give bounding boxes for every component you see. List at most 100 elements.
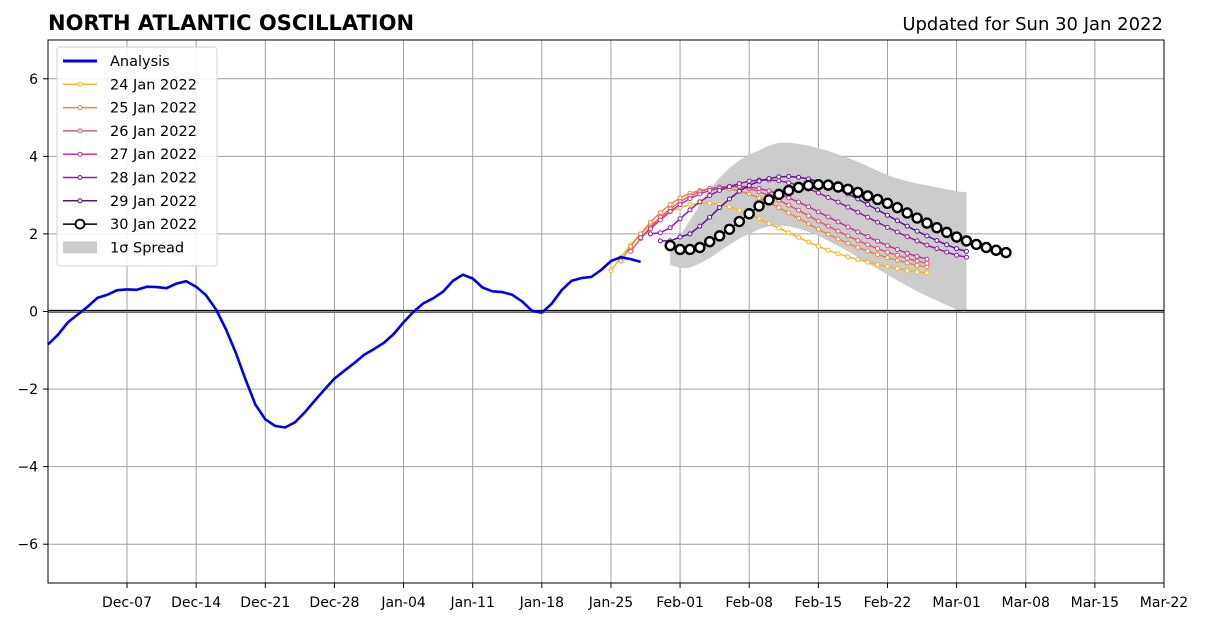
x-tick-label: Mar-01 [932,595,980,611]
ensemble-point [684,243,696,256]
x-tick-label: Jan-04 [380,595,426,611]
forecast-point [756,195,762,201]
forecast-point [914,228,920,234]
forecast-point [855,257,861,263]
forecast-point [865,248,871,254]
legend-label: 26 Jan 2022 [110,124,197,140]
forecast-point [894,257,900,263]
forecast-point [904,260,910,266]
legend-marker [77,198,83,204]
legend-marker [77,175,83,180]
ensemble-point [753,200,765,212]
forecast-point [726,204,732,210]
forecast-point [845,204,851,210]
ensemble-point [901,207,913,219]
forecast-point [924,256,930,262]
forecast-point [647,219,653,225]
ensemble-point [763,194,775,206]
ensemble-point [862,190,874,202]
forecast-point [914,258,920,264]
forecast-point [687,231,693,237]
forecast-point [904,267,910,273]
ensemble-point [822,179,834,191]
ensemble-point [980,241,992,254]
ensemble-point [664,239,676,252]
x-axis: Dec-07 Dec-14 Dec-21 Dec-28 Jan-04 Jan-11 Jan-… [102,583,1188,611]
forecast-point [865,201,871,207]
forecast-point [904,223,910,229]
forecast-point [618,258,624,264]
ensemble-point [970,238,983,251]
forecast-point [914,269,920,275]
forecast-point [924,260,930,266]
forecast-point [657,210,663,216]
x-tick-label: Mar-22 [1140,595,1188,611]
ensemble-point [852,186,864,199]
forecast-point [884,243,890,249]
forecast-point [697,191,703,197]
analysis-line [47,255,641,429]
legend-label: Analysis [110,54,170,70]
forecast-point [667,225,673,231]
forecast-point [786,174,792,180]
forecast-point [717,205,723,211]
forecast-point [954,252,960,258]
ensemble-point [1000,246,1012,259]
forecast-point [884,212,890,218]
ensemble-point [881,197,894,209]
ensemble-point [871,193,884,206]
ensemble-point [941,226,953,239]
ensemble-point [674,243,686,256]
forecast-point [855,229,861,235]
forecast-point [628,248,634,254]
forecast-point [875,251,881,257]
forecast-point [647,226,653,232]
forecast-point [894,218,900,224]
legend-swatch [63,241,97,254]
legend-marker [77,128,83,134]
ensemble-point [743,208,755,220]
legend-box [56,46,218,267]
forecast-point [865,242,871,248]
forecast-point [835,251,841,257]
forecast-point [746,178,752,184]
y-tick-label: 4 [29,149,38,165]
forecast-point [786,230,792,236]
forecast-point [825,214,831,220]
forecast-point [657,217,663,223]
x-tick-label: Feb-15 [795,595,843,611]
forecast-point [776,174,782,180]
forecast-point [904,250,910,256]
ensemble-point [931,222,943,234]
forecast-point [944,249,950,255]
x-tick-label: Feb-22 [864,595,912,611]
forecast-point [667,201,673,207]
forecast-point [825,231,831,237]
forecast-point [914,262,920,268]
forecast-point [756,178,762,184]
legend-label: 25 Jan 2022 [110,101,197,117]
ensemble-point [812,178,825,191]
forecast-point [944,242,950,248]
forecast-point [796,174,802,180]
x-tick-label: Dec-21 [240,595,290,611]
forecast-point [865,234,871,240]
forecast-point [805,213,811,219]
forecast-point [894,246,900,252]
forecast-point [934,238,940,244]
ensemble-point [960,235,973,247]
forecast-point [835,228,841,234]
forecast-point [657,238,663,244]
forecast-point [835,236,841,242]
forecast-point [786,195,792,201]
forecast-point [786,202,792,208]
forecast-point [638,235,644,241]
ensemble-point [802,179,815,192]
y-tick-label: −2 [17,382,38,398]
forecast-point [697,223,703,229]
ensemble-point [832,181,844,193]
x-tick-label: Jan-11 [449,595,494,611]
ensemble-point [783,184,795,197]
x-tick-label: Mar-08 [1002,595,1050,611]
